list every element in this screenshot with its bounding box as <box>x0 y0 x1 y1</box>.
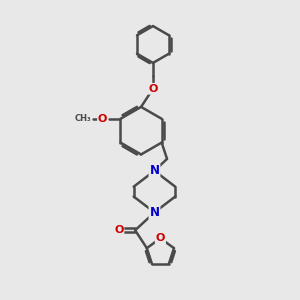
Text: O: O <box>156 233 165 243</box>
Text: N: N <box>149 206 160 219</box>
Text: CH₃: CH₃ <box>75 114 92 123</box>
Text: N: N <box>149 164 160 177</box>
Text: O: O <box>114 225 124 235</box>
Text: O: O <box>98 114 107 124</box>
Text: O: O <box>148 84 158 94</box>
